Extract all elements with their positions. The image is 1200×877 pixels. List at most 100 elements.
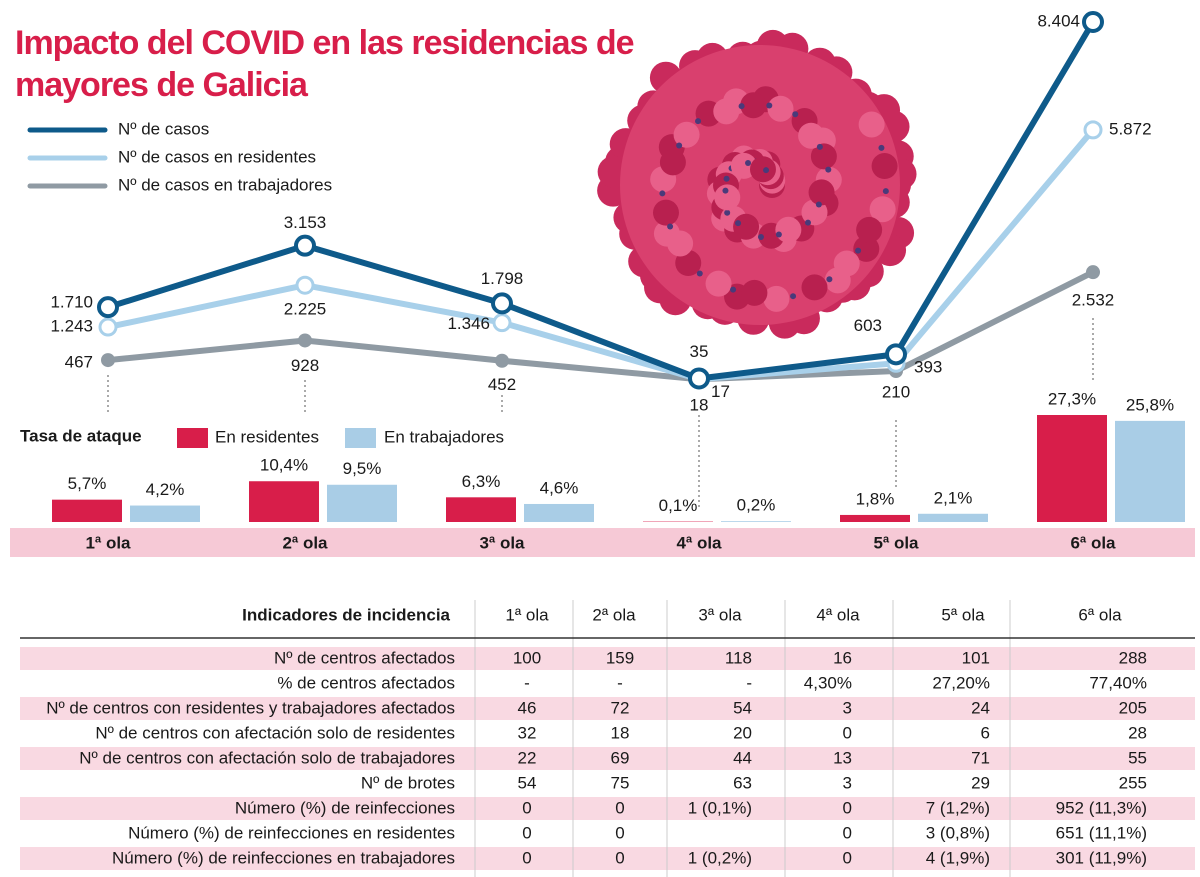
data-label: 1.346 [447,314,490,333]
marker [1082,11,1104,33]
virus-dot [766,102,773,109]
table-cell: 0 [522,798,531,817]
virus-spike [810,143,837,170]
table-cell: 118 [725,648,752,667]
legend-swatch [177,428,208,448]
marker [295,275,315,295]
data-label: 35 [690,342,709,361]
data-label: 2,1% [934,488,973,507]
virus-spike [740,92,767,119]
data-label: 452 [488,375,516,394]
legend-label: En residentes [215,427,319,446]
table-cell: 3 (0,8%) [926,823,990,842]
table-cell: 301 (11,9%) [1056,848,1147,867]
table-cell: 29 [971,773,990,792]
table-cell: 46 [518,698,537,717]
table-cell: Nº de centros afectados [274,648,455,667]
virus-dot [659,190,666,197]
virus-spike [741,279,768,306]
data-label: 393 [914,358,942,377]
row-band [20,697,1195,720]
table-cell: 20 [733,723,752,742]
table-cell: 4 (1,9%) [926,848,990,867]
virus-dot [763,167,770,174]
table-cell: 0 [615,798,624,817]
table-cell: 75 [611,773,630,792]
data-label: 603 [854,316,882,335]
virus-dot [695,118,702,125]
table-cell: 7 (1,2%) [926,798,990,817]
table-cell: 77,40% [1089,673,1147,692]
bar [327,484,397,522]
data-label: 27,3% [1048,389,1096,408]
virus-dot [667,223,674,230]
line [107,20,1096,382]
data-label: 0,2% [737,496,776,515]
virus-dot [730,286,737,293]
table-cell: 1 (0,1%) [688,798,752,817]
table-cell: Nº de centros con residentes y trabajado… [46,698,455,717]
virus-dot [855,247,862,254]
table-cell: 3 [843,773,852,792]
bar [1115,420,1185,522]
table-cell: 651 (11,1%) [1056,823,1147,842]
table-cell: 288 [1119,648,1147,667]
marker [298,333,312,348]
data-label: 2.225 [284,300,327,319]
marker [1086,265,1100,280]
marker [101,353,115,368]
row-band [20,797,1195,820]
virus-spike [652,199,679,226]
virus-dot [790,293,797,300]
data-label: 1,8% [856,489,895,508]
row-band [20,647,1195,670]
x-tick-label: 5ª ola [873,533,919,552]
table-cell: 4,30% [804,673,852,692]
virus-dot [825,166,832,173]
data-label: 467 [65,353,93,372]
data-label: 1.243 [50,317,93,336]
table-header: 3ª ola [698,605,742,624]
virus-spike [856,216,883,243]
virus-dot [878,144,885,151]
virus-spike [798,122,825,149]
data-label: 2.532 [1072,291,1115,310]
marker [495,353,509,368]
x-tick-label: 3ª ola [479,533,525,552]
marker [294,234,316,257]
table-header: 5ª ola [941,605,985,624]
virus-spike [869,196,896,223]
table-cell: Número (%) de reinfecciones en residente… [128,823,455,842]
bar [524,503,594,522]
table-cell: 54 [733,698,752,717]
data-label: 1.798 [481,269,524,288]
table-cell: 55 [1128,748,1147,767]
table-cell: 0 [843,848,852,867]
bar [840,514,910,522]
table-cell: 0 [522,823,531,842]
virus-dot [722,187,729,194]
table-cell: - [617,673,623,692]
table-cell: 44 [733,748,752,767]
virus-spike [833,250,860,277]
table-cell: 159 [606,648,634,667]
virus-dot [826,276,833,283]
table-cell: 3 [843,698,852,717]
table-cell: 22 [518,748,537,767]
virus-dot [696,270,703,277]
virus-dot [792,111,799,118]
virus-dot [882,188,889,195]
table-cell: 0 [615,823,624,842]
table-header: 1ª ola [505,605,549,624]
marker [885,343,907,366]
virus-spike [705,270,732,297]
table-cell: 1 (0,2%) [688,848,752,867]
table-cell: 205 [1119,698,1147,717]
virus-spike [801,274,828,301]
marker [97,296,119,319]
table-cell: 72 [611,698,630,717]
virus-dot [676,142,683,149]
data-label: 4,6% [540,478,579,497]
